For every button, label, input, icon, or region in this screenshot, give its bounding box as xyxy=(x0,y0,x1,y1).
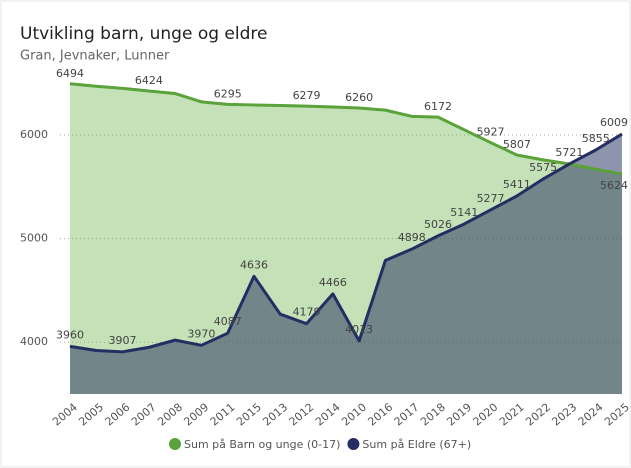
legend-marker xyxy=(169,438,181,450)
data-label: 6494 xyxy=(56,67,84,80)
data-label: 4898 xyxy=(398,231,426,244)
y-tick-label: 6000 xyxy=(20,128,48,141)
data-label: 3970 xyxy=(187,327,215,340)
data-label: 3960 xyxy=(56,328,84,341)
chart-subtitle: Gran, Jevnaker, Lunner xyxy=(20,49,170,64)
data-label: 5575 xyxy=(529,161,557,174)
data-label: 6295 xyxy=(214,87,242,100)
data-label: 5927 xyxy=(477,126,505,139)
data-label: 3907 xyxy=(109,334,137,347)
y-tick-label: 4000 xyxy=(20,335,48,348)
data-label: 5411 xyxy=(503,178,531,191)
data-label: 4466 xyxy=(319,276,347,289)
data-label: 5807 xyxy=(503,138,531,151)
data-label: 6260 xyxy=(345,91,373,104)
line xyxy=(69,82,623,176)
y-tick-label: 5000 xyxy=(20,232,48,245)
data-label: 4636 xyxy=(240,258,268,271)
legend-label: Sum på Eldre (67+) xyxy=(362,438,471,451)
data-label: 5624 xyxy=(600,179,628,192)
data-label: 5026 xyxy=(424,218,452,231)
area xyxy=(70,134,622,394)
data-label: 6279 xyxy=(293,89,321,102)
data-label: 4179 xyxy=(293,306,321,319)
data-label: 5855 xyxy=(582,132,610,145)
legend-marker xyxy=(347,438,360,450)
data-label: 4013 xyxy=(345,323,373,336)
data-label: 4087 xyxy=(214,315,242,328)
data-label: 5141 xyxy=(450,206,478,219)
legend-label: Sum på Barn og unge (0-17) xyxy=(184,438,340,451)
data-label: 6172 xyxy=(424,100,452,113)
data-label: 6424 xyxy=(135,74,163,87)
line xyxy=(69,132,623,354)
data-label: 5721 xyxy=(555,146,583,159)
chart-title: Utvikling barn, unge og eldre xyxy=(20,24,267,44)
data-label: 5277 xyxy=(477,192,505,205)
data-label: 6009 xyxy=(600,116,628,129)
